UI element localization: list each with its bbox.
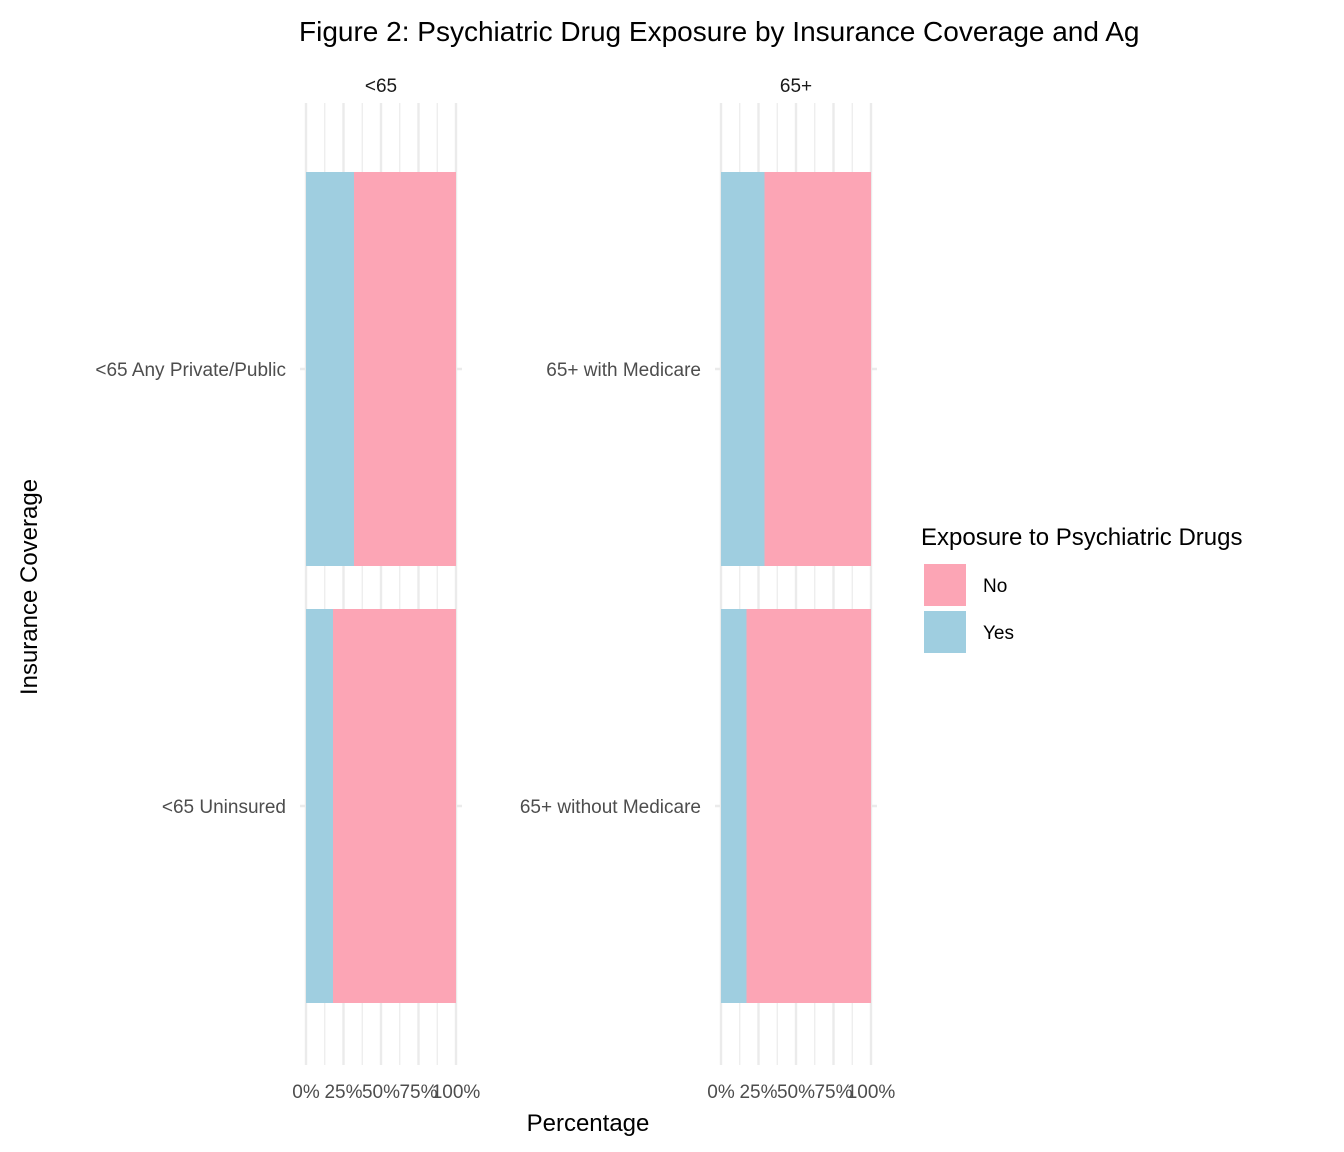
category-label: 65+ with Medicare (546, 360, 701, 381)
x-axis-title: Percentage (527, 1110, 650, 1137)
bar-segment-yes (306, 172, 354, 566)
x-tick-label: 100% (432, 1082, 481, 1103)
facet-strip-label: 65+ (780, 76, 812, 97)
category-label: 65+ without Medicare (520, 797, 701, 818)
category-label: <65 Uninsured (162, 797, 286, 818)
y-axis-title: Insurance Coverage (16, 479, 43, 695)
category-label: <65 Any Private/Public (95, 360, 286, 381)
facets-layer: <65 Any Private/Public <65 Uninsured <65 0%… (95, 76, 895, 1103)
bar-segment-no (764, 172, 871, 566)
facet-panel: 65+ with Medicare 65+ without Medicare 65+… (520, 76, 896, 1103)
legend-label: No (983, 576, 1007, 597)
legend-label: Yes (983, 623, 1014, 644)
bar-segment-yes (306, 609, 333, 1003)
legend-key-yes (924, 611, 966, 653)
x-tick-label: 75% (814, 1082, 852, 1103)
x-tick-label: 25% (739, 1082, 777, 1103)
legend-title: Exposure to Psychiatric Drugs (921, 524, 1242, 551)
facet-panel: <65 Any Private/Public <65 Uninsured <65 0%… (95, 76, 480, 1103)
facet-strip-label: <65 (365, 76, 397, 97)
bar-segment-yes (721, 172, 765, 566)
x-tick-label: 0% (707, 1082, 735, 1103)
bar-segment-yes (721, 609, 747, 1003)
x-tick-label: 50% (777, 1082, 815, 1103)
legend-key-no (924, 564, 966, 606)
bar-segment-no (746, 609, 871, 1003)
x-tick-label: 100% (847, 1082, 896, 1103)
x-tick-label: 75% (399, 1082, 437, 1103)
chart-title: Figure 2: Psychiatric Drug Exposure by I… (299, 16, 1139, 47)
bar-segment-no (354, 172, 456, 566)
legend: No Yes (924, 564, 1014, 653)
bar-segment-no (333, 609, 456, 1003)
x-tick-label: 0% (292, 1082, 320, 1103)
x-tick-label: 25% (324, 1082, 362, 1103)
x-tick-label: 50% (362, 1082, 400, 1103)
